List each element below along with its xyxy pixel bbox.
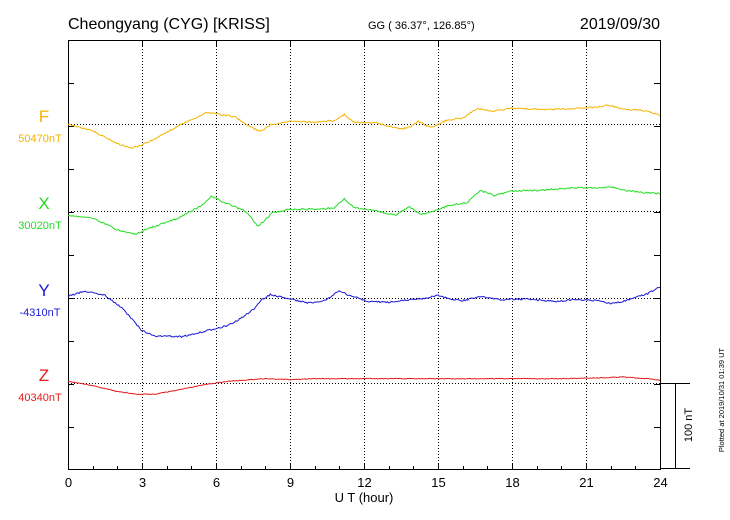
plotted-note: Plotted at 2019/10/31 01:39 UT (717, 347, 726, 452)
series-name-x: X (38, 194, 49, 213)
series-line-y (67, 286, 661, 339)
series-lines (67, 104, 661, 396)
series-line-x (67, 186, 661, 235)
series-name-f: F (39, 107, 49, 126)
plot-frame (68, 40, 661, 470)
x-tick-label: 15 (431, 475, 445, 490)
series-labels: F 50470nT X 30020nT Y -4310nT Z 40340nT (18, 107, 62, 404)
x-tick-labels: 0 3 6 9 12 15 18 21 24 (65, 475, 668, 490)
x-tick-label: 0 (65, 475, 72, 490)
axis-ticks (68, 40, 661, 469)
coordinates-label: GG ( 36.37°, 126.85°) (368, 20, 475, 32)
series-baseline-x: 30020nT (18, 220, 62, 232)
scale-bar-label: 100 nT (683, 408, 695, 443)
x-tick-label: 24 (653, 475, 667, 490)
series-baseline-f: 50470nT (18, 133, 62, 145)
date-label: 2019/09/30 (580, 16, 660, 33)
station-title: Cheongyang (CYG) [KRISS] (68, 16, 270, 33)
x-tick-label: 21 (579, 475, 593, 490)
x-tick-label: 12 (357, 475, 371, 490)
x-axis-label: U T (hour) (335, 490, 394, 505)
x-tick-label: 6 (213, 475, 220, 490)
x-tick-label: 18 (505, 475, 519, 490)
series-line-f (67, 104, 661, 149)
series-name-z: Z (39, 366, 49, 385)
series-line-z (67, 376, 661, 396)
series-name-y: Y (38, 281, 49, 300)
vertical-gridlines (142, 40, 587, 469)
x-tick-label: 9 (287, 475, 294, 490)
series-baseline-y: -4310nT (20, 307, 61, 319)
scale-bar: 100 nT (660, 383, 695, 469)
x-tick-label: 3 (139, 475, 146, 490)
series-baseline-z: 40340nT (18, 392, 62, 404)
